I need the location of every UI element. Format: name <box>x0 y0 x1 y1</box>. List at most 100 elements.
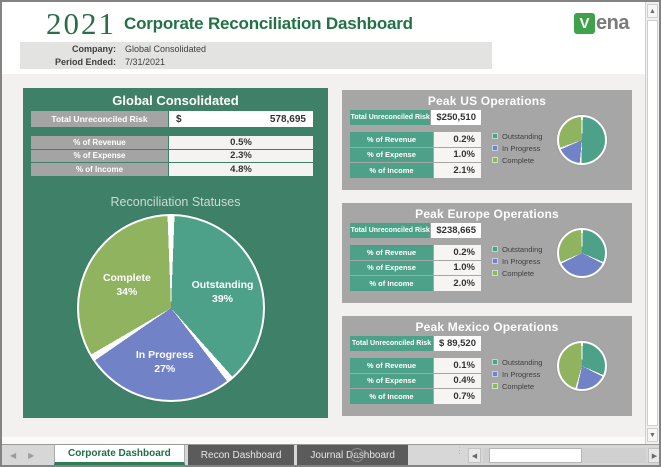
risk-value-cell: $ 89,520 <box>434 336 481 351</box>
outstanding-swatch-icon <box>492 359 498 365</box>
table-row: % of Expense 0.4% <box>350 373 481 388</box>
global-consolidated-panel: Global Consolidated Total Unreconciled R… <box>23 88 328 418</box>
table-row: % of Revenue 0.2% <box>350 132 481 147</box>
company-label: Company: <box>71 43 116 54</box>
metric-value: 0.2% <box>434 132 481 147</box>
metrics-table: % of Revenue 0.2% % of Expense 1.0% % of… <box>350 245 481 292</box>
table-row: % of Income 2.0% <box>350 276 481 291</box>
metric-label: % of Revenue <box>31 136 168 149</box>
panel-title: Global Consolidated <box>112 93 239 108</box>
table-row: % of Income 2.1% <box>350 163 481 178</box>
risk-amount: 250,510 <box>441 112 476 123</box>
risk-amount: 238,665 <box>441 225 476 236</box>
legend-label: Complete <box>502 381 535 391</box>
metric-value: 2.0% <box>434 276 481 291</box>
legend-label: Outstanding <box>502 131 543 141</box>
risk-label: Total Unreconciled Risk <box>350 336 433 351</box>
risk-value-cell: $ 578,695 <box>169 111 313 127</box>
vena-logo: V ena <box>574 12 629 35</box>
tab-corporate-dashboard[interactable]: Corporate Dashboard <box>54 445 185 465</box>
complete-swatch-icon <box>492 157 498 163</box>
metric-value: 0.2% <box>434 245 481 260</box>
total-unreconciled-risk-row: Total Unreconciled Risk $ 238,665 <box>350 223 481 238</box>
outstanding-swatch-icon <box>492 133 498 139</box>
dashboard-header: 2021 Corporate Reconciliation Dashboard … <box>2 2 645 42</box>
complete-swatch-icon <box>492 270 498 276</box>
legend-item: Complete <box>492 154 542 166</box>
table-row: % of Expense 2.3% <box>31 149 313 162</box>
tab-nav-right-icon[interactable]: ▶ <box>28 450 35 460</box>
vena-logo-text: ena <box>596 12 629 34</box>
metrics-table: % of Revenue 0.1% % of Expense 0.4% % of… <box>350 358 481 405</box>
tab-recon-dashboard[interactable]: Recon Dashboard <box>187 445 295 465</box>
sheet-tabs: Corporate Dashboard Recon Dashboard Jour… <box>54 445 411 465</box>
metric-value: 0.7% <box>434 389 481 404</box>
metric-value: 0.5% <box>169 136 313 149</box>
metric-label: % of Expense <box>350 373 433 388</box>
reconciliation-statuses-pie-chart: Outstanding 39% In Progress 27% Complete 34% <box>77 214 265 402</box>
currency-symbol: $ <box>176 113 182 125</box>
metric-label: % of Revenue <box>350 132 433 147</box>
currency-symbol: $ <box>436 225 442 236</box>
vertical-scrollbar-thumb[interactable] <box>647 20 658 426</box>
pie-legend: Outstanding In Progress Complete <box>492 243 542 279</box>
hscroll-left-icon[interactable]: ◀ <box>468 448 481 463</box>
hscroll-right-icon[interactable]: ▶ <box>648 448 659 463</box>
horizontal-scrollbar-thumb[interactable] <box>489 448 582 463</box>
metric-value: 4.8% <box>169 163 313 176</box>
metric-label: % of Income <box>350 389 433 404</box>
legend-label: Outstanding <box>502 357 543 367</box>
in-progress-swatch-icon <box>492 145 498 151</box>
metric-value: 1.0% <box>434 260 481 275</box>
year-label: 2021 <box>46 6 116 41</box>
scroll-up-icon[interactable]: ▲ <box>647 4 658 18</box>
legend-item: In Progress <box>492 142 542 154</box>
risk-label: Total Unreconciled Risk <box>350 223 431 238</box>
period-ended-label: Period Ended: <box>54 56 116 67</box>
metric-value: 2.3% <box>169 149 313 162</box>
us-statuses-pie-chart <box>557 115 607 165</box>
metrics-table: % of Revenue 0.5% % of Expense 2.3% % of… <box>31 136 313 177</box>
legend-item: In Progress <box>492 255 542 267</box>
company-value: Global Consolidated <box>125 43 207 54</box>
pie-legend: Outstanding In Progress Complete <box>492 356 542 392</box>
panel-title: Peak US Operations <box>427 94 547 108</box>
legend-label: Complete <box>502 155 535 165</box>
worksheet-area: 2021 Corporate Reconciliation Dashboard … <box>2 2 645 444</box>
tab-nav-left-icon[interactable]: ◀ <box>10 450 17 460</box>
peak-mexico-operations-panel: Peak Mexico Operations Total Unreconcile… <box>342 316 632 416</box>
metric-value: 1.0% <box>434 147 481 162</box>
metric-label: % of Expense <box>350 147 433 162</box>
legend-item: In Progress <box>492 368 542 380</box>
total-unreconciled-risk-row: Total Unreconciled Risk $ 89,520 <box>350 336 481 351</box>
legend-item: Complete <box>492 380 542 392</box>
risk-label: Total Unreconciled Risk <box>31 111 168 127</box>
metric-label: % of Income <box>350 276 433 291</box>
table-row: % of Revenue 0.5% <box>31 136 313 149</box>
pie-legend: Outstanding In Progress Complete <box>492 130 542 166</box>
legend-label: In Progress <box>502 256 541 266</box>
vertical-scrollbar[interactable]: ▲ ▼ <box>645 2 659 444</box>
peak-europe-operations-panel: Peak Europe Operations Total Unreconcile… <box>342 203 632 303</box>
metric-label: % of Expense <box>350 260 433 275</box>
risk-amount: 89,520 <box>446 338 476 349</box>
new-sheet-button[interactable]: + <box>350 448 364 462</box>
legend-item: Outstanding <box>492 243 542 255</box>
horizontal-scrollbar[interactable] <box>483 448 646 463</box>
metric-label: % of Income <box>31 163 168 176</box>
metric-label: % of Revenue <box>350 245 433 260</box>
risk-amount: 578,695 <box>269 113 306 125</box>
metric-label: % of Income <box>350 163 433 178</box>
in-progress-swatch-icon <box>492 258 498 264</box>
pie-slice-label: Outstanding 39% <box>191 278 254 306</box>
outstanding-swatch-icon <box>492 246 498 252</box>
complete-swatch-icon <box>492 383 498 389</box>
legend-item: Complete <box>492 267 542 279</box>
risk-value-cell: $ 238,665 <box>431 223 481 238</box>
table-row: % of Income 0.7% <box>350 389 481 404</box>
peak-us-operations-panel: Peak US Operations Total Unreconciled Ri… <box>342 90 632 190</box>
legend-label: Complete <box>502 268 535 278</box>
metric-label: % of Expense <box>31 149 168 162</box>
scroll-down-icon[interactable]: ▼ <box>647 428 658 442</box>
tab-scroll-splitter[interactable]: ⋮ <box>455 445 464 455</box>
